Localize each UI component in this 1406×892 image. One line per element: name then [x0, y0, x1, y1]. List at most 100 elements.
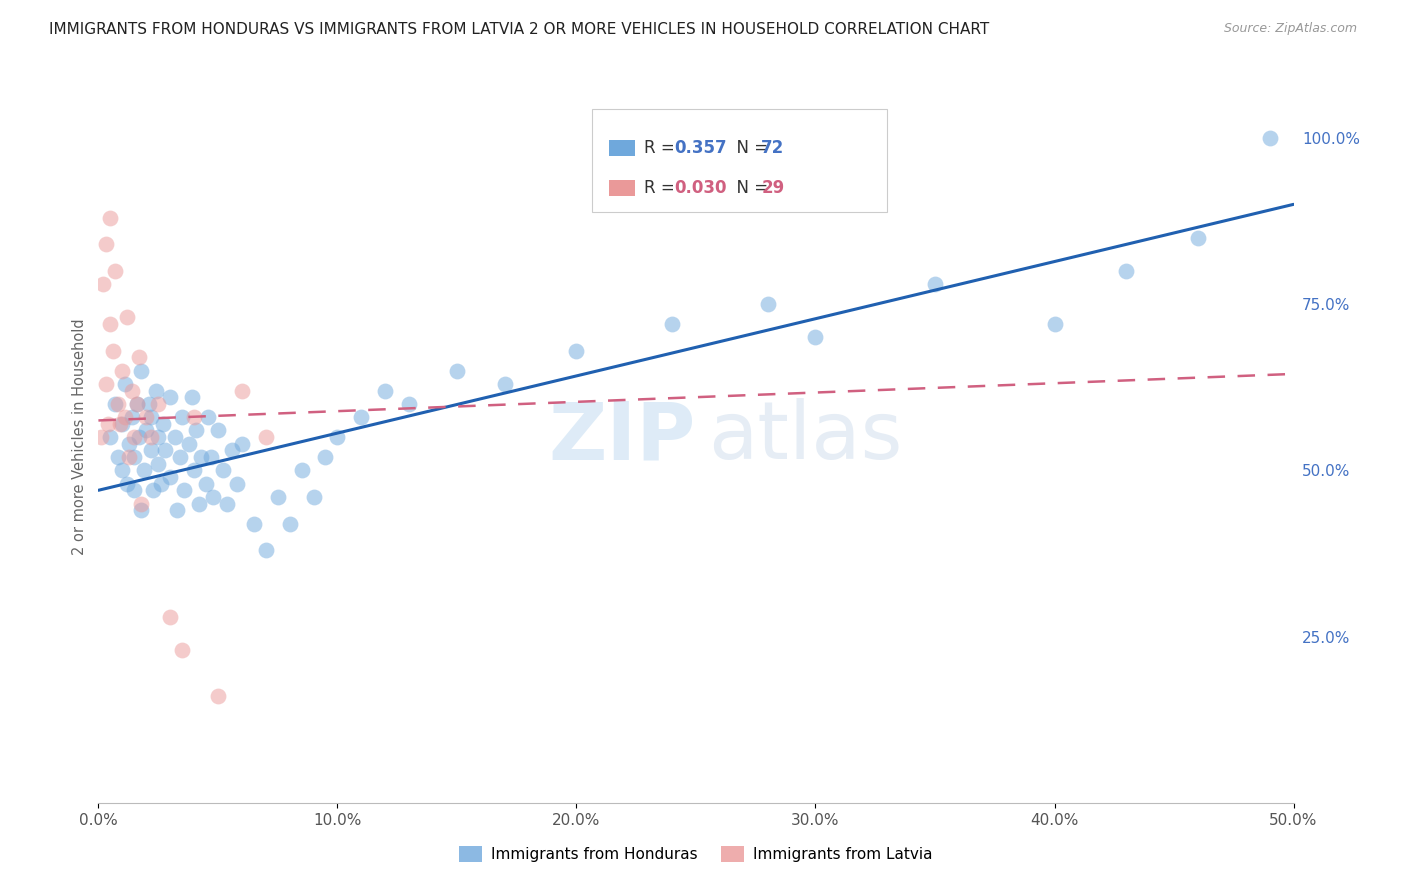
- Point: [231, 384, 253, 398]
- Point: [195, 476, 218, 491]
- Point: [131, 497, 153, 511]
- Point: [132, 463, 155, 477]
- Point: [90, 430, 112, 444]
- Point: [145, 384, 167, 398]
- Point: [1115, 264, 1137, 278]
- Point: [190, 450, 212, 464]
- Point: [243, 516, 266, 531]
- Point: [183, 410, 205, 425]
- Point: [115, 476, 138, 491]
- Point: [104, 397, 127, 411]
- Text: IMMIGRANTS FROM HONDURAS VS IMMIGRANTS FROM LATVIA 2 OR MORE VEHICLES IN HOUSEHO: IMMIGRANTS FROM HONDURAS VS IMMIGRANTS F…: [49, 22, 990, 37]
- Point: [118, 436, 141, 450]
- Point: [217, 497, 239, 511]
- Point: [121, 384, 143, 398]
- Point: [326, 430, 349, 444]
- Point: [131, 503, 153, 517]
- Y-axis label: 2 or more Vehicles in Household: 2 or more Vehicles in Household: [72, 318, 87, 556]
- Point: [254, 430, 277, 444]
- Point: [1187, 230, 1209, 244]
- Text: 0.030: 0.030: [673, 179, 727, 197]
- Point: [101, 343, 124, 358]
- Point: [152, 417, 174, 431]
- Point: [197, 410, 219, 425]
- Point: [804, 330, 827, 344]
- Point: [111, 463, 134, 477]
- Point: [187, 497, 209, 511]
- Point: [278, 516, 301, 531]
- Point: [135, 410, 157, 425]
- Point: [131, 363, 153, 377]
- Point: [231, 436, 253, 450]
- Point: [172, 643, 194, 657]
- Point: [207, 424, 229, 438]
- Point: [267, 490, 290, 504]
- Point: [114, 376, 136, 391]
- Point: [138, 397, 160, 411]
- Point: [98, 317, 122, 331]
- Text: Source: ZipAtlas.com: Source: ZipAtlas.com: [1223, 22, 1357, 36]
- Point: [179, 436, 201, 450]
- Point: [142, 483, 165, 498]
- Point: [94, 237, 117, 252]
- Point: [107, 450, 129, 464]
- Point: [98, 211, 122, 225]
- Point: [125, 397, 148, 411]
- Point: [118, 450, 141, 464]
- Point: [135, 424, 157, 438]
- Point: [1258, 131, 1281, 145]
- Point: [107, 397, 129, 411]
- Point: [124, 450, 146, 464]
- Point: [446, 363, 468, 377]
- Point: [148, 397, 170, 411]
- Text: R =: R =: [644, 179, 681, 197]
- Text: R =: R =: [644, 139, 681, 157]
- Point: [221, 443, 243, 458]
- Text: ZIP: ZIP: [548, 398, 696, 476]
- Point: [180, 390, 202, 404]
- Point: [398, 397, 420, 411]
- Point: [121, 410, 143, 425]
- Point: [211, 463, 233, 477]
- Point: [124, 430, 146, 444]
- Point: [125, 397, 148, 411]
- Point: [159, 390, 181, 404]
- Point: [111, 363, 134, 377]
- Legend: Immigrants from Honduras, Immigrants from Latvia: Immigrants from Honduras, Immigrants fro…: [453, 840, 939, 868]
- Text: N =: N =: [725, 139, 773, 157]
- Text: 0.357: 0.357: [673, 139, 727, 157]
- Point: [159, 470, 181, 484]
- Point: [173, 483, 195, 498]
- Point: [183, 463, 205, 477]
- Point: [155, 443, 177, 458]
- Point: [104, 264, 127, 278]
- Point: [139, 410, 162, 425]
- Point: [111, 417, 134, 431]
- Point: [315, 450, 337, 464]
- Point: [226, 476, 249, 491]
- Point: [159, 609, 181, 624]
- Point: [186, 424, 208, 438]
- Point: [139, 443, 162, 458]
- Point: [565, 343, 588, 358]
- Point: [115, 310, 138, 325]
- Point: [756, 297, 779, 311]
- Point: [128, 351, 150, 365]
- Point: [207, 690, 229, 704]
- Point: [374, 384, 396, 398]
- Point: [97, 417, 120, 431]
- Point: [166, 503, 188, 517]
- Point: [302, 490, 325, 504]
- Point: [202, 490, 225, 504]
- Point: [924, 277, 946, 292]
- Point: [108, 417, 131, 431]
- Point: [661, 317, 683, 331]
- Point: [254, 543, 277, 558]
- Point: [98, 430, 122, 444]
- Point: [139, 430, 162, 444]
- Point: [148, 457, 170, 471]
- Point: [148, 430, 170, 444]
- Point: [91, 277, 114, 292]
- Point: [114, 410, 136, 425]
- Text: 29: 29: [761, 179, 785, 197]
